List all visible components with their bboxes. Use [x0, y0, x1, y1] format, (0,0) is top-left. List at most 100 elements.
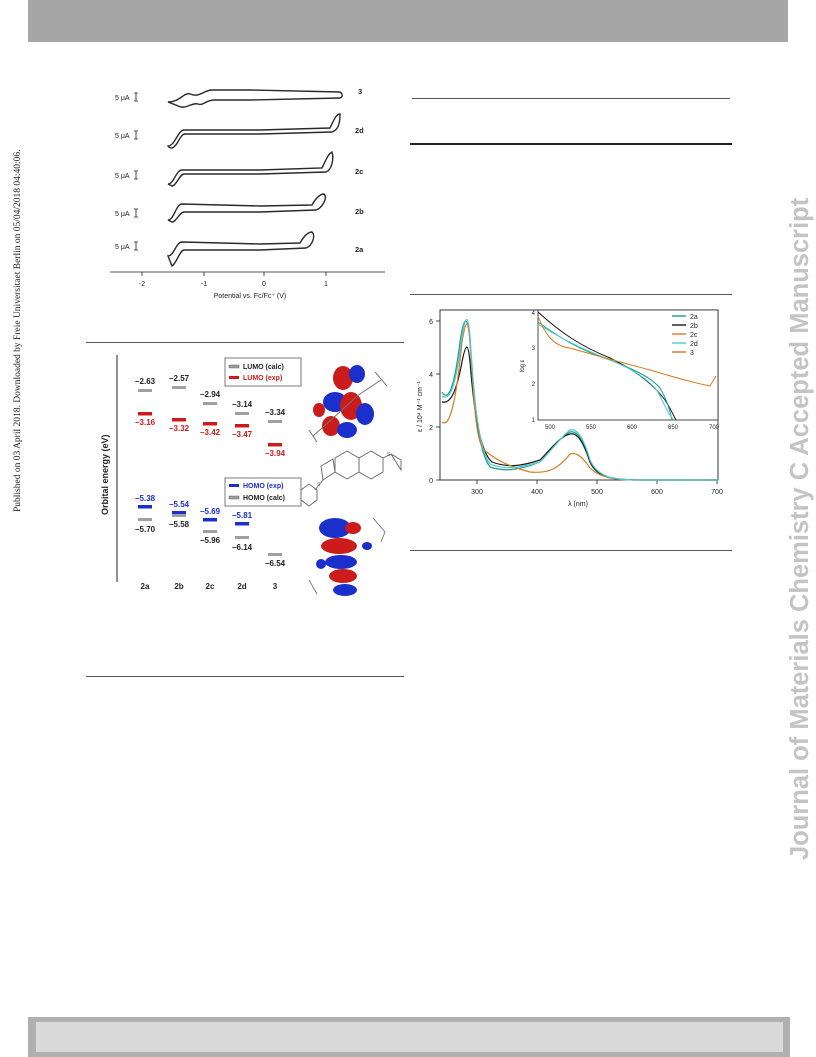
legend-swatch-homo-exp — [229, 484, 239, 487]
homo-calc-2a — [138, 518, 152, 521]
lumo-exp-value: −3.47 — [232, 430, 253, 439]
lumo-exp-value: −3.42 — [200, 428, 221, 437]
lumo-calc-value: −2.57 — [169, 374, 190, 383]
legend-label: 2c — [690, 332, 698, 339]
publication-note: Published on 03 April 2018. Downloaded b… — [13, 149, 23, 512]
cv-trace-2c — [167, 151, 334, 187]
legend-swatch-lumo-exp — [229, 376, 239, 379]
inset-x-tick: 500 — [545, 425, 556, 431]
svg-text:S: S — [317, 482, 321, 488]
lumo-calc-2d — [235, 412, 249, 415]
homo-calc-value: −5.70 — [135, 525, 156, 534]
cv-x-tick: -1 — [201, 281, 207, 288]
homo-exp-2b — [172, 511, 186, 515]
lumo-calc-value: −2.63 — [135, 377, 156, 386]
homo-calc-2b — [172, 514, 186, 517]
homo-orbital-image — [308, 517, 386, 596]
legend-label: 3 — [690, 350, 694, 357]
homo-exp-2c — [203, 518, 217, 522]
cv-label-3: 3 — [358, 87, 362, 96]
homo-exp-2d — [235, 522, 249, 526]
abs-x-tick: 300 — [471, 489, 483, 496]
header-bar — [28, 0, 788, 42]
cv-scale-label: 5 μA — [115, 95, 130, 102]
legend-label: 2a — [690, 314, 698, 321]
table-rule — [410, 143, 732, 145]
cv-x-tick: -2 — [139, 281, 145, 288]
lumo-exp-2c — [203, 422, 217, 426]
lumo-calc-value: −3.14 — [232, 400, 253, 409]
legend-homo-exp: HOMO (exp) — [243, 483, 283, 490]
energy-diagram: Orbital energy (eV) −2.63 −2.57 −2.94 −3… — [100, 355, 402, 596]
abs-y-tick: 6 — [429, 319, 433, 326]
lumo-exp-2a — [138, 412, 152, 416]
figure-rule — [410, 550, 732, 551]
abs-x-tick: 400 — [531, 489, 543, 496]
lumo-exp-2b — [172, 418, 186, 422]
lumo-calc-2a — [138, 389, 152, 392]
energy-y-label: Orbital energy (eV) — [100, 434, 110, 515]
homo-calc-2d — [235, 536, 249, 539]
molecule-structure: S S — [300, 450, 402, 507]
cv-scale-label: 5 μA — [115, 173, 130, 180]
inset-y-tick: 1 — [532, 418, 536, 424]
cv-scale-label: 5 μA — [115, 133, 130, 140]
homo-exp-value: −5.54 — [169, 500, 190, 509]
cv-figure: 5 μA 5 μA 5 μA 5 μA 5 μA 3 2d 2c 2b 2a -… — [110, 87, 385, 300]
compound-label: 2d — [237, 582, 246, 591]
inset-x-tick: 650 — [668, 425, 679, 431]
lumo-calc-3 — [268, 420, 282, 423]
lumo-exp-value: −3.16 — [135, 418, 156, 427]
compound-label: 3 — [273, 582, 278, 591]
lumo-exp-value: −3.94 — [265, 449, 286, 458]
cv-trace-2b — [167, 193, 326, 223]
svg-text:S: S — [387, 452, 391, 458]
homo-calc-2c — [203, 530, 217, 533]
figure-rule — [410, 294, 732, 295]
lumo-calc-value: −2.94 — [200, 390, 221, 399]
lumo-calc-2b — [172, 386, 186, 389]
footer-inner — [36, 1022, 783, 1052]
abs-x-tick: 600 — [651, 489, 663, 496]
absorption-chart: 300 400 500 600 700 λ (nm) 0 2 4 6 ε / 1… — [417, 309, 723, 508]
homo-exp-value: −5.81 — [232, 511, 253, 520]
homo-exp-value: −5.38 — [135, 494, 156, 503]
cv-x-tick: 0 — [262, 281, 266, 288]
legend-homo-calc: HOMO (calc) — [243, 495, 285, 502]
cv-trace-3 — [167, 89, 343, 108]
lumo-calc-2c — [203, 402, 217, 405]
cv-x-tick: 1 — [324, 281, 328, 288]
cv-label-2a: 2a — [355, 245, 364, 254]
lumo-orbital-image — [308, 365, 388, 443]
abs-x-tick: 700 — [711, 489, 723, 496]
table-rule — [412, 98, 730, 99]
abs-curve-2c — [441, 323, 718, 481]
homo-calc-3 — [268, 553, 282, 556]
abs-y-label: ε / 10⁴ M⁻¹ cm⁻¹ — [417, 380, 424, 432]
inset-y-tick: 2 — [532, 382, 536, 388]
cv-label-2b: 2b — [355, 207, 364, 216]
legend-swatch-calc — [228, 495, 240, 500]
homo-exp-value: −5.69 — [200, 507, 221, 516]
legend-lumo-exp: LUMO (exp) — [243, 375, 282, 382]
inset-x-tick: 550 — [586, 425, 597, 431]
legend-label: 2b — [690, 323, 698, 330]
inset-y-label: log ε — [520, 359, 526, 372]
figure-rule — [86, 676, 404, 677]
inset-x-tick: 600 — [627, 425, 638, 431]
cv-x-axis-label: Potential vs. Fc/Fc⁺ (V) — [214, 293, 287, 300]
inset-x-tick: 700 — [709, 425, 720, 431]
homo-exp-2a — [138, 505, 152, 509]
inset-y-tick: 3 — [532, 346, 536, 352]
lumo-calc-value: −3.34 — [265, 408, 286, 417]
cv-label-2c: 2c — [355, 167, 363, 176]
homo-calc-value: −5.96 — [200, 536, 221, 545]
legend-lumo-calc: LUMO (calc) — [243, 364, 284, 371]
compound-label: 2c — [206, 582, 215, 591]
abs-curve-2d — [441, 318, 718, 481]
legend-label: 2d — [690, 341, 698, 348]
cv-label-2d: 2d — [355, 126, 364, 135]
cv-trace-2d — [167, 113, 341, 149]
lumo-exp-2d — [235, 424, 249, 428]
abs-x-tick: 500 — [591, 489, 603, 496]
